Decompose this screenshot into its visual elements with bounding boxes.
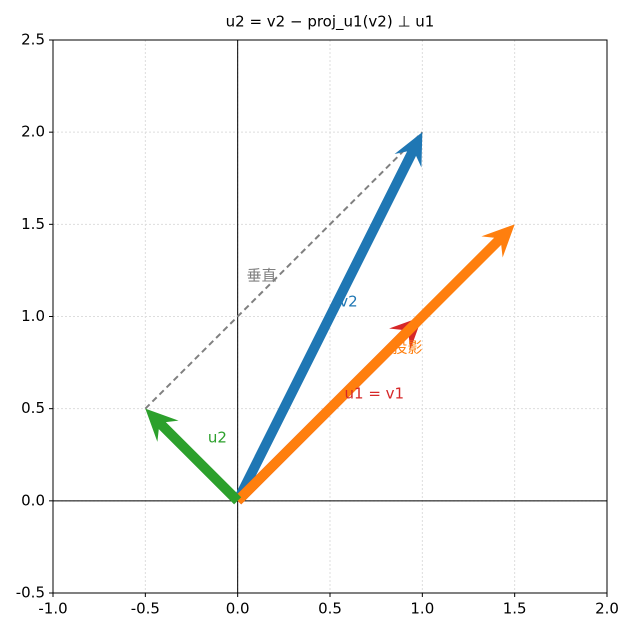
y-tick-label: 2.0	[21, 123, 45, 141]
vector-arrow	[234, 224, 515, 505]
annotation: v2	[339, 292, 357, 310]
annotation: 垂直	[247, 266, 277, 284]
plot-frame	[52, 39, 608, 594]
annotation: u2	[208, 429, 227, 447]
vector-arrow	[233, 132, 423, 504]
x-tick-label: 0.0	[226, 600, 250, 618]
y-tick-label: 1.0	[21, 307, 45, 325]
x-tick-label: -1.0	[38, 600, 67, 618]
y-tick-label: 1.5	[21, 215, 45, 233]
y-tick-label: -0.5	[16, 584, 45, 602]
y-tick-label: 2.5	[21, 31, 45, 49]
x-tick-label: 1.0	[410, 600, 434, 618]
x-tick-label: 2.0	[595, 600, 619, 618]
x-tick-label: 0.5	[318, 600, 342, 618]
x-tick-label: -0.5	[131, 600, 160, 618]
annotation: u1 = v1	[345, 384, 405, 402]
y-tick-label: 0.0	[21, 491, 45, 509]
annotation: 投影	[393, 338, 423, 356]
dashed-line	[144, 131, 424, 410]
x-tick-label: 1.5	[503, 600, 527, 618]
y-tick-label: 0.5	[21, 399, 45, 417]
chart-title: u2 = v2 − proj_u1(v2) ⊥ u1	[226, 13, 435, 32]
vector-arrow	[145, 408, 242, 505]
